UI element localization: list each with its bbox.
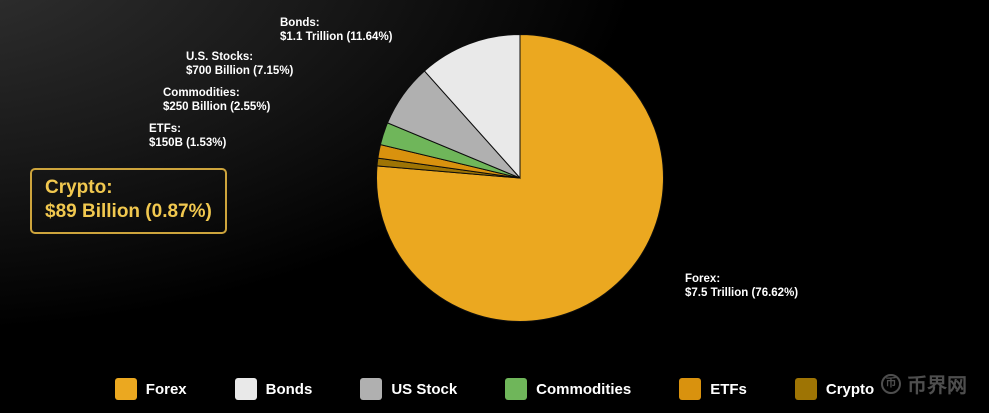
etfs-label: ETFs: $150B (1.53%) (149, 122, 226, 150)
legend-label-bonds: Bonds (265, 380, 313, 398)
forex-label-value: $7.5 Trillion (76.62%) (685, 287, 799, 299)
crypto-callout-value: $89 Billion (0.87%) (45, 201, 212, 222)
legend-swatch-etfs (679, 378, 702, 400)
commodities-label: Commodities: $250 Billion (2.55%) (163, 86, 270, 114)
forex-label-title: Forex: (685, 273, 721, 285)
coin-logo-icon: 币 (881, 373, 901, 394)
legend-label-us-stock: US Stock (391, 380, 458, 398)
legend-item-commodities[interactable]: Commodities (505, 378, 631, 400)
us-stocks-label-title: U.S. Stocks: (186, 51, 254, 63)
pie-chart (376, 33, 664, 322)
crypto-callout-title: Crypto: (45, 177, 113, 198)
commodities-label-value: $250 Billion (2.55%) (163, 101, 271, 113)
legend-label-commodities: Commodities (536, 380, 632, 398)
legend-label-etfs: ETFs (710, 380, 747, 398)
bonds-label: Bonds: $1.1 Trillion (11.64%) (280, 16, 393, 44)
legend-item-bonds[interactable]: Bonds (234, 378, 313, 400)
legend-item-etfs[interactable]: ETFs (679, 378, 747, 400)
watermark-text: 币界网 (907, 375, 967, 397)
legend-swatch-crypto (794, 378, 817, 400)
legend-swatch-forex (114, 378, 137, 400)
pie-slice-bonds[interactable] (423, 33, 521, 180)
legend-swatch-us-stock (360, 378, 383, 400)
chart-legend: Forex Bonds US Stock Commodities ETFs Cr… (0, 378, 989, 400)
etfs-label-value: $150B (1.53%) (149, 137, 227, 149)
legend-swatch-commodities (505, 378, 528, 400)
forex-label: Forex: $7.5 Trillion (76.62%) (685, 272, 798, 300)
etfs-label-title: ETFs: (149, 123, 181, 135)
us-stocks-label: U.S. Stocks: $700 Billion (7.15%) (186, 50, 293, 78)
legend-label-crypto: Crypto (825, 380, 875, 398)
site-watermark: 币 币界网 (881, 369, 967, 398)
crypto-callout: Crypto: $89 Billion (0.87%) (30, 168, 227, 234)
us-stocks-label-value: $700 Billion (7.15%) (186, 65, 294, 77)
commodities-label-title: Commodities: (163, 87, 240, 99)
legend-swatch-bonds (234, 378, 257, 400)
legend-item-us-stock[interactable]: US Stock (360, 378, 457, 400)
bonds-label-value: $1.1 Trillion (11.64%) (280, 31, 393, 43)
legend-item-forex[interactable]: Forex (114, 378, 187, 400)
legend-item-crypto[interactable]: Crypto (794, 378, 875, 400)
legend-label-forex: Forex (145, 380, 187, 398)
bonds-label-title: Bonds: (280, 17, 320, 29)
pie-slice-forex[interactable] (376, 33, 664, 322)
